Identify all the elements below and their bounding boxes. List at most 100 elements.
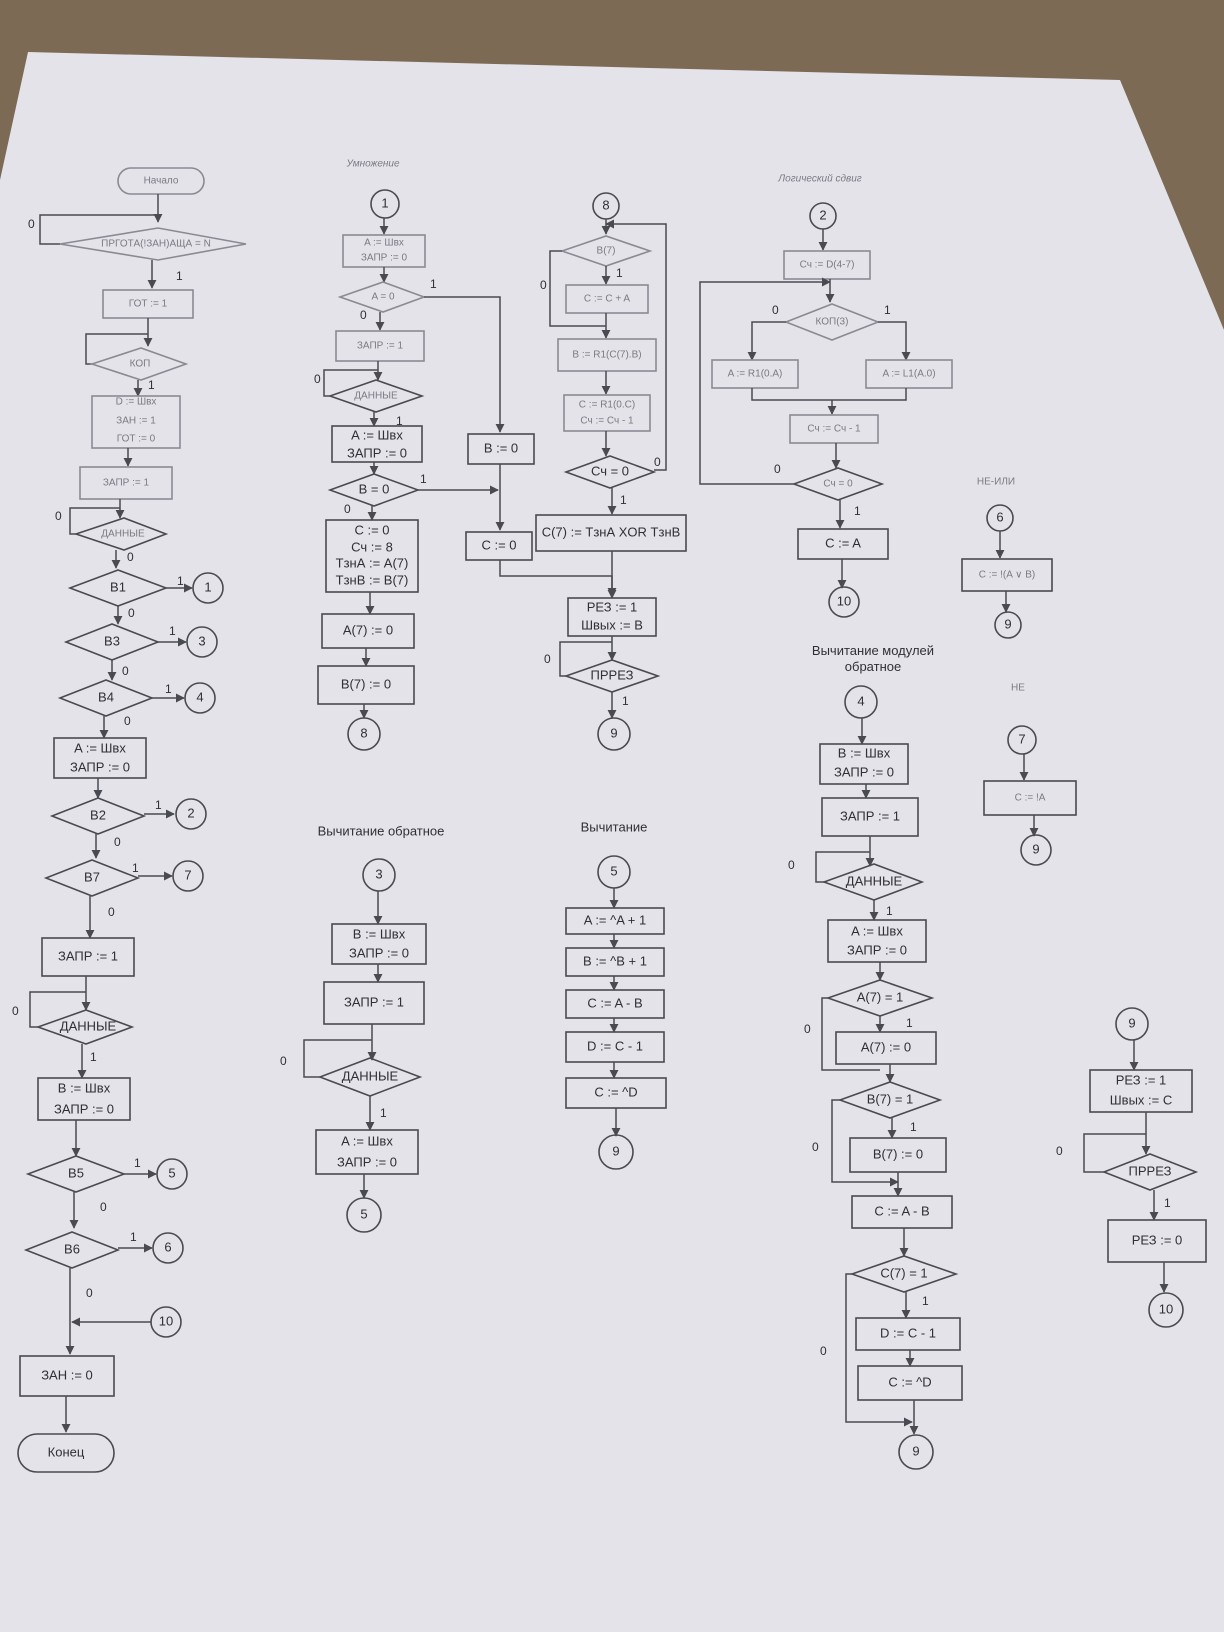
sub-connector-5-text: 5 — [610, 863, 617, 878]
mul-a2-text: A := Швх — [351, 427, 403, 442]
end9-flow: 9 РЕЗ := 1 Швых := C 0 ПРРЕЗ 1 РЕЗ := 0 … — [1056, 1007, 1207, 1328]
subinv-connector-5 — [346, 1197, 382, 1233]
connector-7-text: 7 — [184, 867, 191, 882]
subinv-b-box — [331, 923, 427, 965]
sub-inverse-flow: 3 B := Швх ЗАПР := 0 ЗАПР := 1 0 ДАННЫЕ … — [280, 858, 427, 1233]
zapr0b-text: ЗАПР := 0 — [54, 1101, 114, 1116]
end9-rez0-text: РЕЗ := 0 — [1132, 1232, 1183, 1247]
zapr1-text: ЗАПР := 1 — [103, 478, 150, 489]
mul-c0-text: C := 0 — [354, 522, 389, 537]
zero-label: 0 — [108, 905, 115, 919]
b-shvx-text: B := Швх — [58, 1080, 111, 1095]
lsh-sch-text: Сч := D(4-7) — [800, 260, 855, 271]
submod-cd-text: C := ^D — [888, 1374, 931, 1389]
mul-zapr1-text: ЗАПР := 1 — [357, 341, 404, 352]
mul-zapr1-box — [335, 330, 425, 362]
nor-op-text: C := !(A ∨ B) — [979, 570, 1036, 581]
mul-cset0-text: C := 0 — [481, 537, 516, 552]
submod-connector-4-text: 4 — [857, 693, 864, 708]
kop-diamond — [89, 347, 189, 381]
zero-label: 0 — [114, 835, 121, 849]
submod-a70-box — [835, 1031, 937, 1065]
data2-text: ДАННЫЕ — [60, 1018, 117, 1033]
nor-op-box — [961, 558, 1053, 592]
subtraction-flow: 5 A := ^A + 1 B := ^B + 1 C := A - B D :… — [565, 855, 667, 1170]
submod-zapr0b-text: ЗАПР := 0 — [847, 942, 907, 957]
mul-aeq0-text: A = 0 — [371, 292, 395, 303]
title-subtraction: Вычитание — [581, 819, 648, 834]
mul-zapr2-text: ЗАПР := 0 — [347, 445, 407, 460]
zan1-text: ЗАН := 1 — [116, 416, 156, 427]
mul-a2-box — [331, 425, 423, 463]
one-label: 1 — [922, 1294, 929, 1308]
loop-sch0-diamond — [563, 455, 657, 489]
zero-label: 0 — [124, 714, 131, 728]
connector-6-text: 6 — [164, 1239, 171, 1254]
loop-sch0-text: Сч = 0 — [591, 463, 629, 478]
submod-cab-text: C := A - B — [874, 1203, 929, 1218]
end9-connector-10 — [1148, 1292, 1184, 1328]
submod-b70-text: B(7) := 0 — [873, 1146, 923, 1161]
mul-connector-1 — [370, 189, 400, 219]
zero-label: 0 — [774, 462, 781, 476]
one-label: 1 — [1164, 1196, 1171, 1210]
loop-xor-text: C(7) := ТзнА XOR ТзнВ — [542, 524, 681, 539]
one-label: 1 — [134, 1156, 141, 1170]
nor-connector-9-text: 9 — [1004, 616, 1011, 631]
not-flow: 7 C := !A 9 — [983, 725, 1077, 866]
loop-prez-diamond — [563, 659, 661, 693]
subinv-data-text: ДАННЫЕ — [342, 1068, 399, 1083]
end9-rez-text: РЕЗ := 1 — [1116, 1072, 1167, 1087]
loop-xor-box — [535, 514, 687, 552]
submod-zapr0-text: ЗАПР := 0 — [834, 764, 894, 779]
end9-connector-9-text: 9 — [1128, 1015, 1135, 1030]
submod-connector-9-text: 9 — [912, 1443, 919, 1458]
end9-connector-9 — [1115, 1007, 1149, 1041]
one-label: 1 — [906, 1016, 913, 1030]
zero-label: 0 — [344, 502, 351, 516]
submod-c71-diamond — [849, 1255, 959, 1293]
loop-connector-9-text: 9 — [610, 725, 617, 740]
b2-text: B2 — [90, 807, 106, 822]
mul-tzna-text: ТзнА := A(7) — [336, 555, 409, 570]
mul-cset0-box — [465, 531, 533, 561]
mul-sch8-text: Сч := 8 — [351, 539, 393, 554]
zero-label: 0 — [360, 308, 367, 322]
loop-rez-text: РЕЗ := 1 — [587, 599, 638, 614]
one-label: 1 — [620, 493, 627, 507]
loop-cr1-box — [563, 394, 651, 432]
sub-s3-box — [565, 989, 665, 1019]
mul-init-box — [325, 519, 419, 593]
main-flow: Начало 0 ПРГОТА(!ЗАН)АЩА = N 1 ГОТ := 1 … — [12, 167, 247, 1473]
d-zan-box — [91, 395, 181, 449]
zero-label: 0 — [55, 509, 62, 523]
sub-connector-9 — [598, 1134, 634, 1170]
not-connector-9-text: 9 — [1032, 841, 1039, 856]
zero-label: 0 — [314, 372, 321, 386]
b7-diamond — [43, 859, 141, 897]
zapr1b-text: ЗАПР := 1 — [58, 948, 118, 963]
data2-diamond — [35, 1009, 135, 1045]
b7-text: B7 — [84, 869, 100, 884]
loop-br1-text: B := R1(C(7).B) — [572, 350, 641, 361]
nor-connector-6-text: 6 — [996, 509, 1003, 524]
zero-label: 0 — [772, 303, 779, 317]
one-label: 1 — [165, 682, 172, 696]
sub-s4-box — [565, 1031, 665, 1063]
loop-prez-text: ПРРЕЗ — [591, 667, 634, 682]
submod-b71-diamond — [837, 1081, 943, 1119]
start-terminal — [117, 167, 205, 195]
nor-flow: 6 C := !(A ∨ B) 9 — [961, 504, 1053, 639]
loop-cr1-text: C := R1(0.C) — [579, 400, 635, 411]
loop8-flow: 8 B(7) 0 1 C := C + A B := R1(C(7).B) C … — [535, 192, 687, 751]
lsh-connector-10-text: 10 — [837, 593, 851, 608]
subinv-data-diamond — [317, 1057, 423, 1097]
one-label: 1 — [910, 1120, 917, 1134]
one-label: 1 — [884, 303, 891, 317]
connector-4-text: 4 — [196, 689, 203, 704]
loop-connector-8-text: 8 — [602, 197, 609, 212]
zero-label: 0 — [28, 217, 35, 231]
sub-s1-text: A := ^A + 1 — [584, 912, 646, 927]
lsh-sch0-text: Сч = 0 — [823, 479, 853, 490]
one-label: 1 — [177, 574, 184, 588]
